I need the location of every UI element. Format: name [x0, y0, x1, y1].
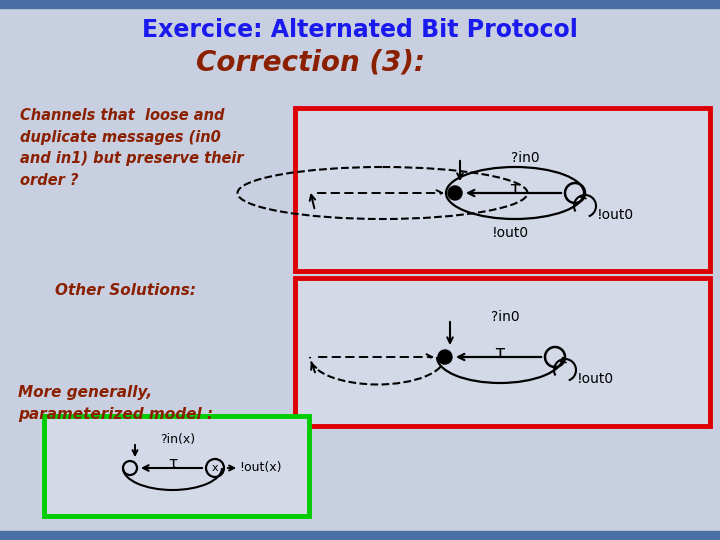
- Bar: [44, 416, 309, 516]
- Text: τ: τ: [168, 456, 177, 471]
- Text: ?in(x): ?in(x): [160, 434, 195, 447]
- Text: !out0: !out0: [492, 226, 528, 240]
- Text: Other Solutions:: Other Solutions:: [55, 283, 196, 298]
- Text: τ: τ: [510, 180, 521, 198]
- Text: !out0: !out0: [577, 372, 613, 386]
- Bar: [0, 0, 720, 8]
- Bar: [0, 531, 720, 540]
- Text: More generally,
parameterized model :: More generally, parameterized model :: [18, 385, 213, 422]
- Text: ?in0: ?in0: [510, 151, 539, 165]
- Bar: [295, 108, 710, 271]
- Text: Channels that  loose and
duplicate messages (in0
and in1) but preserve their
ord: Channels that loose and duplicate messag…: [20, 108, 243, 188]
- Bar: [295, 278, 710, 426]
- Circle shape: [448, 186, 462, 200]
- Text: !out(x): !out(x): [239, 462, 282, 475]
- Circle shape: [438, 350, 452, 364]
- Text: ?in0: ?in0: [491, 310, 519, 324]
- Text: Exercice: Alternated Bit Protocol: Exercice: Alternated Bit Protocol: [142, 18, 578, 42]
- Text: τ: τ: [495, 344, 505, 362]
- Text: x: x: [212, 463, 218, 473]
- Text: Correction (3):: Correction (3):: [196, 48, 425, 76]
- Text: !out0: !out0: [596, 208, 634, 222]
